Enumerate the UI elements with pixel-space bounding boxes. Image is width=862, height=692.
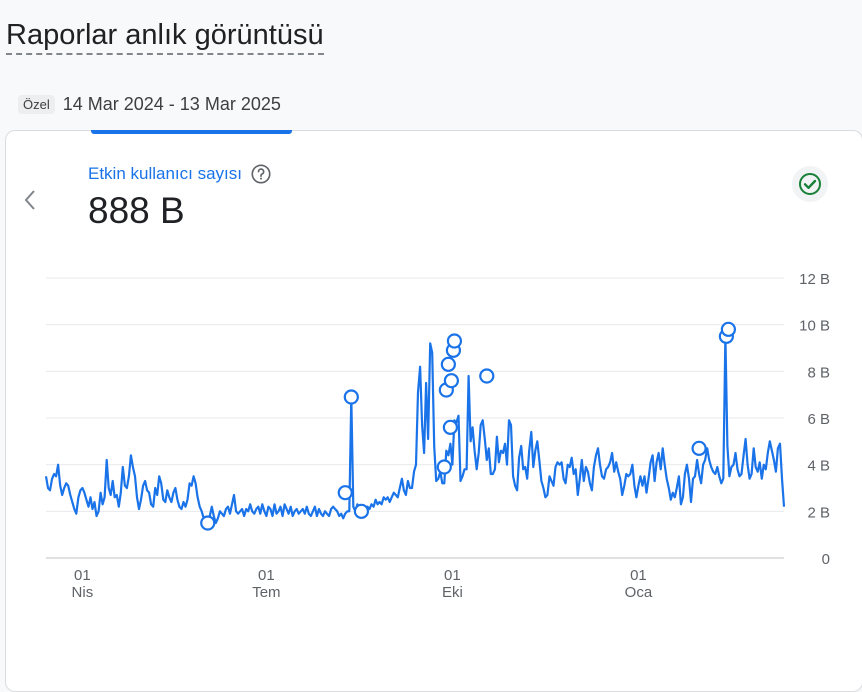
anomaly-marker [440,356,456,372]
chevron-left-icon[interactable] [20,187,42,213]
help-circle-icon[interactable] [250,163,272,185]
x-tick-label: 01 [630,567,647,584]
anomaly-marker [343,389,359,405]
report-card: Etkin kullanıcı sayısı 888 B 12 B 10 B 8 B… [5,130,862,692]
x-tick-label: Eki [442,584,463,601]
y-tick-label: 10 B [799,318,830,335]
anomaly-marker [443,373,459,389]
active-users-chart: 12 B10 B8 B6 B4 B2 B001Nis01Tem01Eki01Oc… [44,271,830,601]
anomaly-marker [436,459,452,475]
x-tick-label: Tem [252,584,280,601]
anomaly-marker [720,321,736,337]
y-tick-label: 12 B [799,271,830,288]
x-tick-label: 01 [258,567,275,584]
active-tab-indicator [91,130,292,134]
x-tick-label: 01 [444,567,461,584]
anomaly-marker [337,485,353,501]
metric-value: 888 B [88,190,185,231]
anomaly-marker [353,503,370,519]
check-circle-icon[interactable] [792,166,828,202]
y-tick-label: 0 [822,551,830,568]
anomaly-marker [446,333,463,349]
anomaly-marker [479,368,495,384]
x-tick-label: Oca [625,584,653,601]
x-tick-label: 01 [74,567,91,584]
metric-selector[interactable]: Etkin kullanıcı sayısı [88,163,272,185]
anomaly-marker [691,440,707,456]
date-range-label: 14 Mar 2024 - 13 Mar 2025 [62,94,281,114]
y-tick-label: 6 B [807,411,830,428]
y-tick-label: 8 B [807,364,830,381]
series-line [44,335,786,525]
anomaly-marker [200,515,216,531]
date-preset-badge: Özel [18,95,55,114]
y-tick-label: 2 B [807,504,830,521]
page-title: Raporlar anlık görüntüsü [6,18,324,55]
date-range-picker[interactable]: Özel 14 Mar 2024 - 13 Mar 2025 [18,94,281,115]
x-tick-label: Nis [72,584,94,601]
metric-label: Etkin kullanıcı sayısı [88,164,243,183]
anomaly-marker [442,419,458,435]
y-tick-label: 4 B [807,458,830,475]
